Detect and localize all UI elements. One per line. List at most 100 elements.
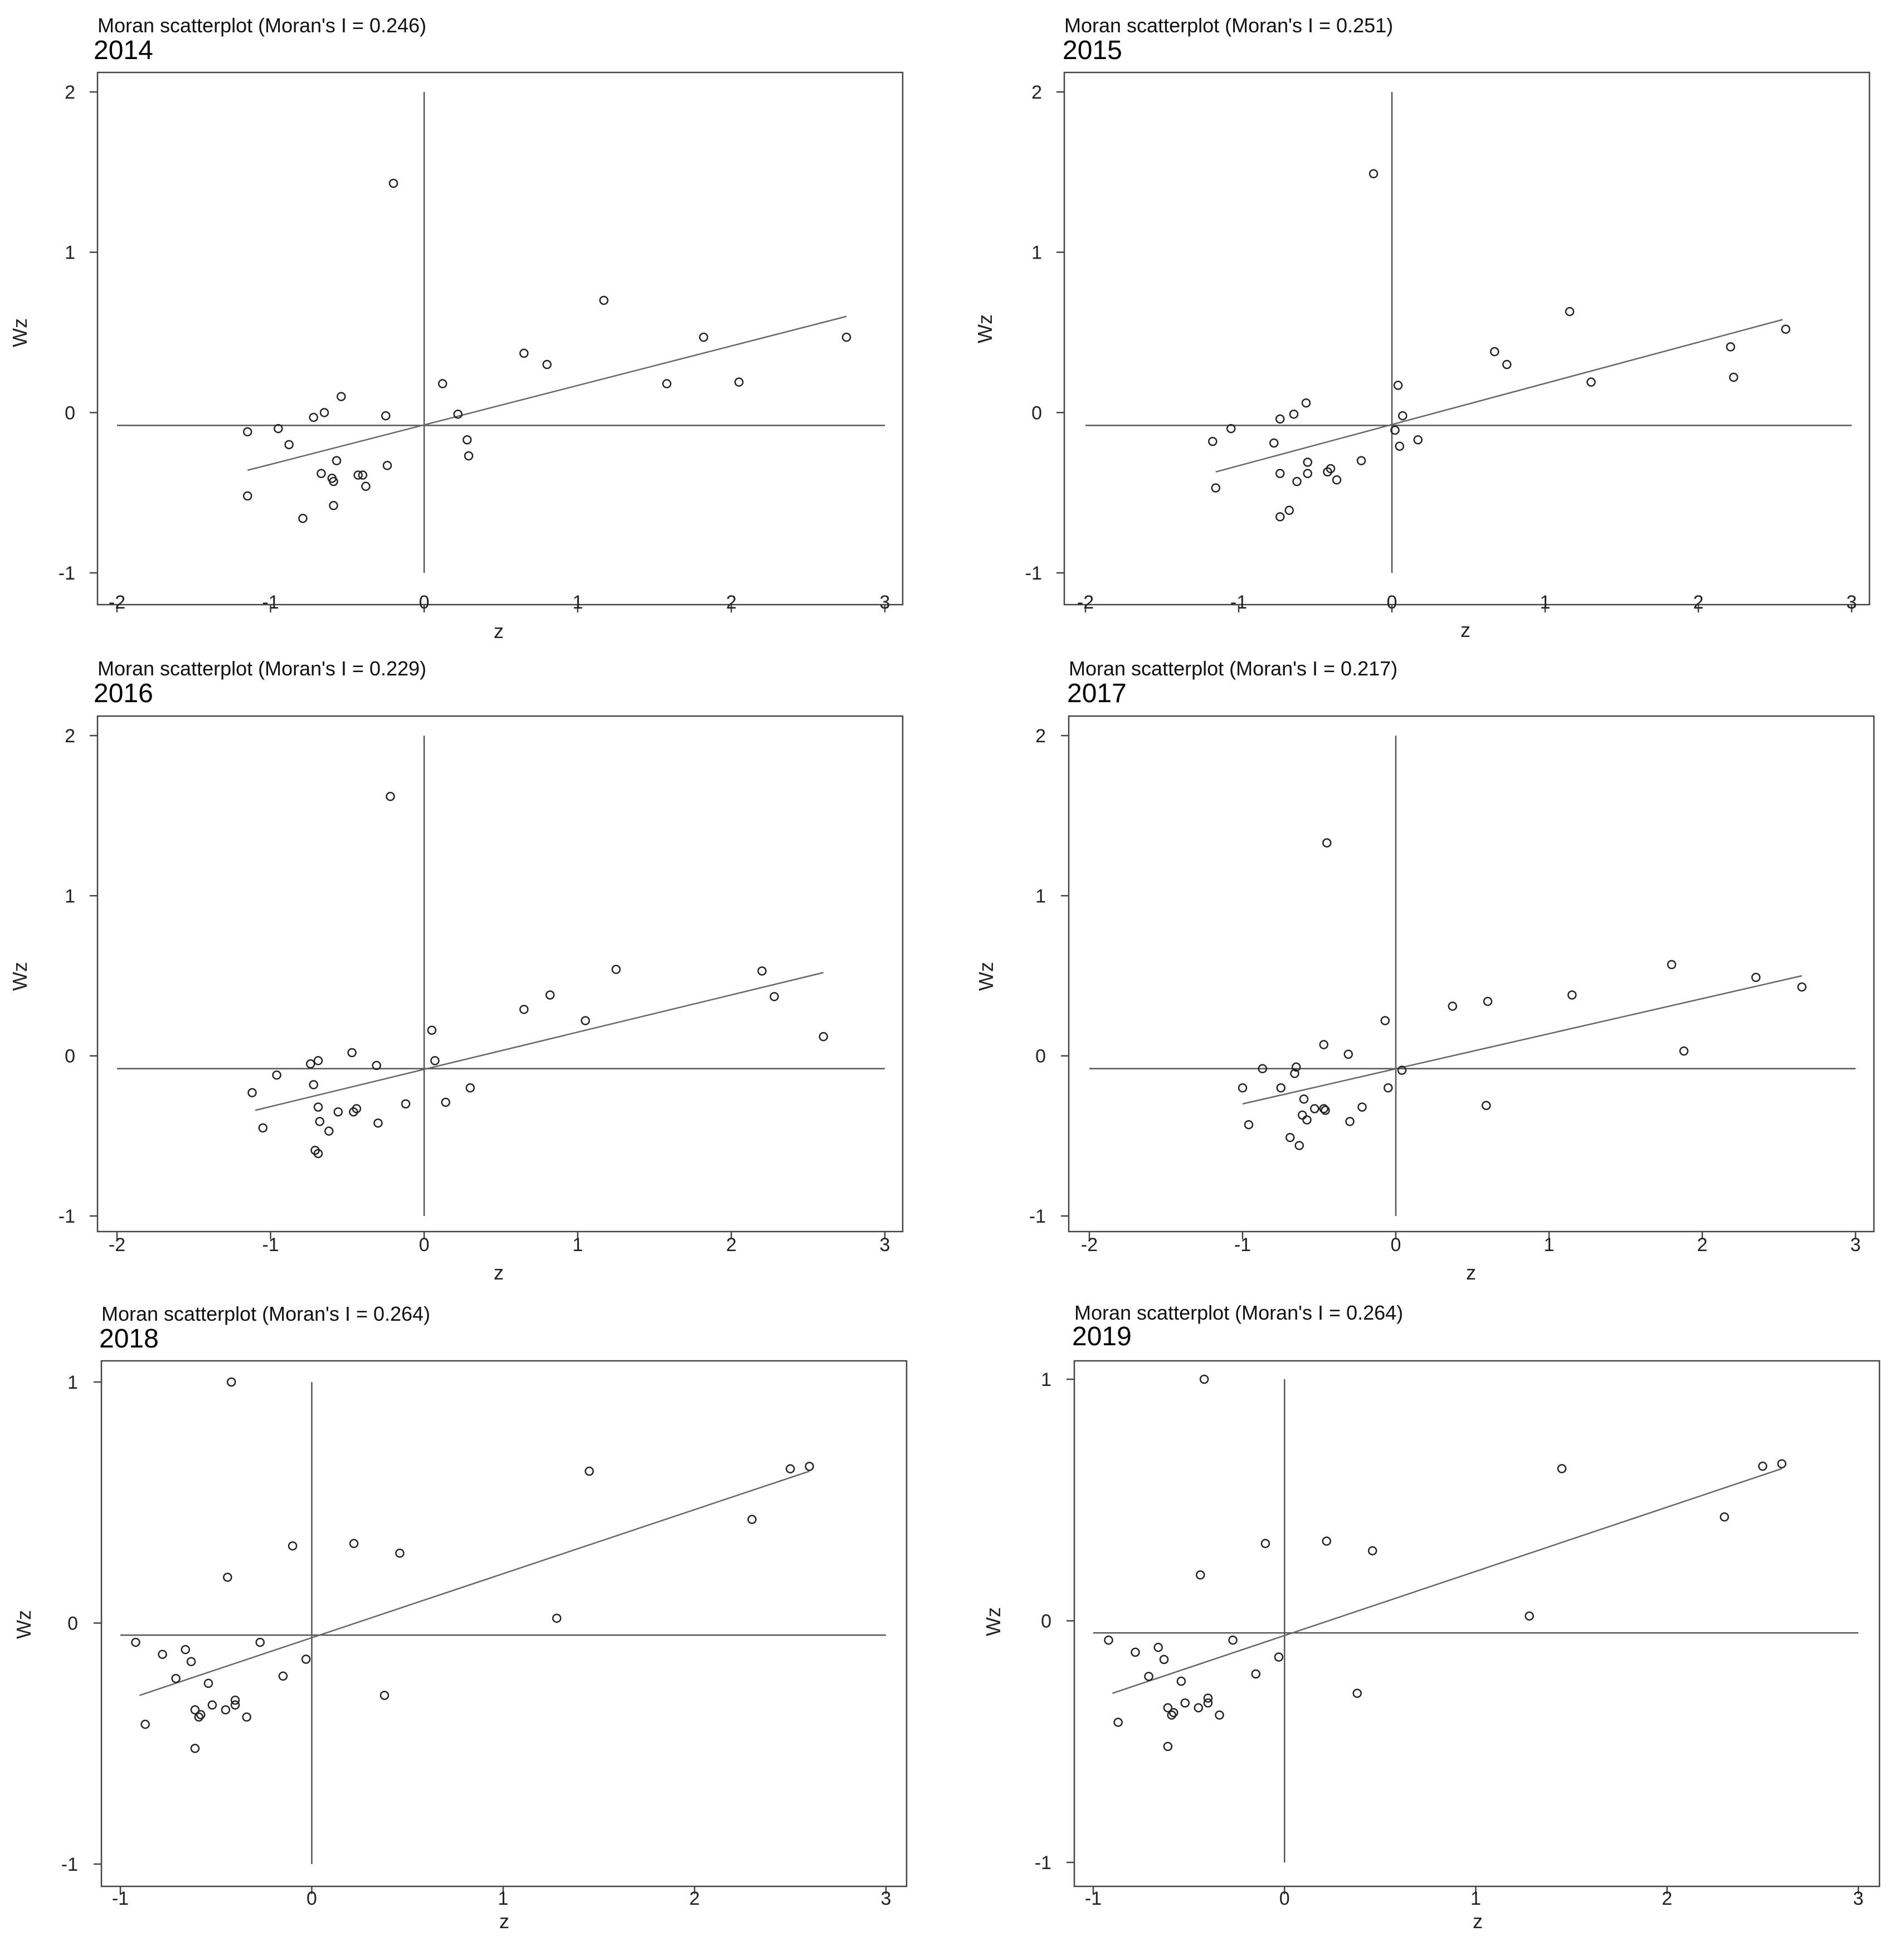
data-point: [1275, 414, 1285, 424]
data-point: [315, 1117, 325, 1126]
data-point: [1131, 1647, 1140, 1657]
data-point: [288, 1541, 298, 1551]
data-point: [1199, 1374, 1209, 1384]
data-point: [223, 1573, 232, 1582]
panel-2017: Moran scatterplot (Moran's I = 0.217) 20…: [1067, 657, 1397, 708]
data-point: [1797, 982, 1806, 992]
data-point: [747, 1515, 757, 1524]
data-point: [358, 470, 368, 480]
y-tick-label: -1: [59, 1206, 75, 1227]
data-point: [1369, 169, 1379, 178]
data-point: [243, 427, 252, 437]
x-tick-label: 2: [1662, 1888, 1672, 1909]
data-point: [1167, 1710, 1176, 1720]
data-point: [1163, 1741, 1173, 1752]
x-axis-label: z: [494, 1261, 504, 1284]
x-tick-label: 3: [881, 1888, 892, 1909]
x-tick-label: 0: [1387, 592, 1397, 613]
data-point: [427, 1025, 437, 1035]
y-axis-label: Wz: [8, 962, 31, 991]
data-point: [1284, 505, 1294, 515]
data-point: [552, 1613, 562, 1623]
panel-title: Moran scatterplot (Moran's I = 0.217): [1069, 657, 1397, 680]
data-point: [1367, 1546, 1377, 1556]
data-point: [1215, 1710, 1224, 1720]
data-point: [1303, 458, 1312, 467]
data-point: [1211, 483, 1220, 493]
data-point: [1397, 1066, 1407, 1075]
data-point: [1208, 436, 1218, 446]
data-point: [1244, 1120, 1254, 1130]
x-tick-label: 0: [306, 1888, 317, 1909]
data-point: [841, 332, 851, 342]
data-point: [581, 1016, 590, 1025]
data-point: [140, 1719, 150, 1729]
panel-title: Moran scatterplot (Moran's I = 0.264): [1074, 1301, 1403, 1324]
data-point: [1557, 1464, 1567, 1473]
data-point: [333, 1107, 343, 1117]
data-point: [462, 435, 472, 445]
data-point: [757, 966, 767, 976]
data-point: [519, 348, 529, 358]
data-point: [1153, 1642, 1163, 1652]
x-axis-label: z: [1460, 619, 1470, 641]
plot-areas: -2 -1 0 1 2 3 -1 0 1 2 z Wz -2 -1 0 1 2 3 -1 0 1 2 z Wz -2 -1 0 1 2 3…: [8, 71, 1881, 1933]
data-point: [1299, 1094, 1309, 1104]
fit-line: [1215, 319, 1783, 473]
y-tick-label: 0: [65, 402, 75, 424]
panel-year: 2014: [94, 36, 153, 65]
data-point: [1203, 1698, 1213, 1708]
y-tick-label: 2: [1031, 82, 1042, 103]
panel-title: Moran scatterplot (Moran's I = 0.246): [98, 14, 426, 37]
x-tick-label: 2: [689, 1888, 700, 1909]
y-tick-label: -1: [59, 563, 75, 584]
y-tick-label: 1: [1031, 242, 1042, 264]
data-point: [1345, 1117, 1355, 1126]
data-point: [196, 1710, 206, 1720]
data-point: [699, 332, 709, 342]
x-tick-label: 0: [1391, 1234, 1401, 1256]
data-point: [1502, 359, 1512, 369]
data-point: [1781, 324, 1790, 334]
data-point: [1398, 411, 1408, 421]
data-point: [1159, 1655, 1169, 1665]
x-axis-label: z: [1473, 1910, 1483, 1933]
data-point: [319, 408, 329, 417]
data-point: [329, 476, 338, 486]
fit-line: [247, 315, 847, 471]
data-point: [599, 295, 608, 305]
data-point: [465, 1083, 475, 1093]
y-tick-label: 0: [1031, 402, 1042, 424]
data-point: [247, 1088, 257, 1098]
data-point: [1357, 1102, 1367, 1112]
data-point: [190, 1744, 200, 1753]
data-point: [1319, 1040, 1328, 1049]
y-tick-label: -1: [1035, 1852, 1051, 1874]
y-axis-label: Wz: [12, 1610, 35, 1639]
data-point: [1260, 1539, 1270, 1549]
data-point: [1384, 1083, 1393, 1093]
data-point: [1238, 1083, 1248, 1093]
y-tick-label: 1: [1035, 886, 1046, 907]
y-axis-label: Wz: [8, 318, 31, 347]
data-point: [309, 1080, 319, 1089]
data-point: [1777, 1459, 1786, 1468]
data-point: [203, 1679, 213, 1688]
y-axis-label: Wz: [975, 962, 997, 991]
x-tick-label: 3: [880, 592, 890, 613]
plot-2014: -2 -1 0 1 2 3 -1 0 1 2 z Wz: [8, 71, 904, 643]
panel-2016: Moran scatterplot (Moran's I = 0.229) 20…: [94, 657, 426, 708]
panel-2015: Moran scatterplot (Moran's I = 0.251) 20…: [1063, 14, 1393, 65]
plot-frame: [1063, 71, 1871, 606]
panel-2018: Moran scatterplot (Moran's I = 0.264) 20…: [99, 1302, 430, 1354]
data-point: [430, 1056, 440, 1066]
data-point: [1275, 469, 1285, 478]
data-point: [226, 1377, 236, 1387]
data-point: [1679, 1046, 1689, 1056]
fit-line: [255, 972, 824, 1111]
y-tick-label: 0: [1035, 1046, 1046, 1067]
data-point: [453, 409, 463, 419]
data-point: [181, 1645, 191, 1655]
data-point: [186, 1657, 196, 1666]
x-tick-label: -1: [112, 1888, 129, 1909]
